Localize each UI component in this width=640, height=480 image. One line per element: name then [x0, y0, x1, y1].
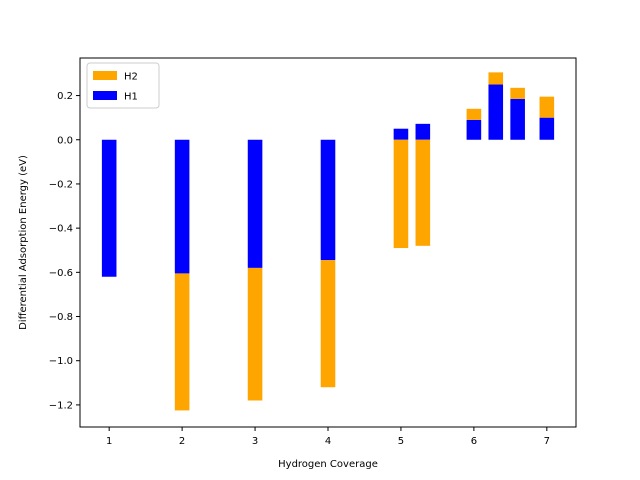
bar-h1-8 — [510, 98, 525, 140]
y-tick-label: 0.2 — [57, 91, 73, 102]
bar-h1-7 — [488, 84, 504, 140]
x-tick-label: 2 — [179, 436, 185, 447]
y-tick-label: −1.0 — [49, 356, 73, 367]
bar-h2-7 — [510, 87, 525, 99]
bar-h2-1 — [247, 267, 263, 401]
bars-layer — [101, 72, 555, 411]
legend-box — [86, 62, 160, 109]
bar-h1-0 — [101, 139, 117, 277]
x-tick-label: 1 — [106, 436, 112, 447]
x-tick-label: 6 — [471, 436, 477, 447]
bar-h2-4 — [415, 139, 431, 246]
y-tick-label: 0.0 — [57, 135, 73, 146]
x-tick-label: 7 — [544, 436, 550, 447]
y-tick-label: −1.2 — [49, 400, 73, 411]
y-axis-label: Differential Adsorption Energy (eV) — [18, 155, 29, 330]
y-tick-label: −0.4 — [49, 224, 73, 235]
x-tick-label: 4 — [325, 436, 331, 447]
bar-h1-9 — [539, 117, 555, 140]
bar-h1-5 — [415, 123, 431, 140]
bar-h2-8 — [539, 96, 555, 118]
x-axis: 1 2 3 4 5 6 7 — [106, 427, 550, 447]
bar-h1-1 — [174, 139, 190, 274]
bar-h1-4 — [393, 128, 409, 140]
x-tick-label: 3 — [252, 436, 258, 447]
y-axis: −1.2 −1.0 −0.8 −0.6 −0.4 −0.2 0.0 0.2 — [49, 91, 80, 411]
bar-h1-2 — [247, 139, 263, 268]
bar-h1-6 — [466, 119, 482, 140]
legend-label-h1: H1 — [124, 92, 138, 103]
legend-swatch-h1 — [93, 91, 117, 100]
legend: H2 H1 — [86, 62, 160, 109]
bar-h2-2 — [320, 260, 336, 388]
bar-h1-3 — [320, 139, 336, 261]
bar-h2-6 — [488, 72, 504, 85]
legend-label-h2: H2 — [124, 72, 138, 83]
x-axis-label: Hydrogen Coverage — [278, 459, 378, 470]
bar-h2-0 — [174, 273, 190, 411]
y-tick-label: −0.6 — [49, 268, 73, 279]
bar-h2-3 — [393, 139, 409, 249]
y-tick-label: −0.2 — [49, 179, 73, 190]
bar-h2-5 — [466, 108, 482, 120]
legend-swatch-h2 — [93, 71, 117, 80]
y-tick-label: −0.8 — [49, 312, 73, 323]
x-tick-label: 5 — [398, 436, 404, 447]
